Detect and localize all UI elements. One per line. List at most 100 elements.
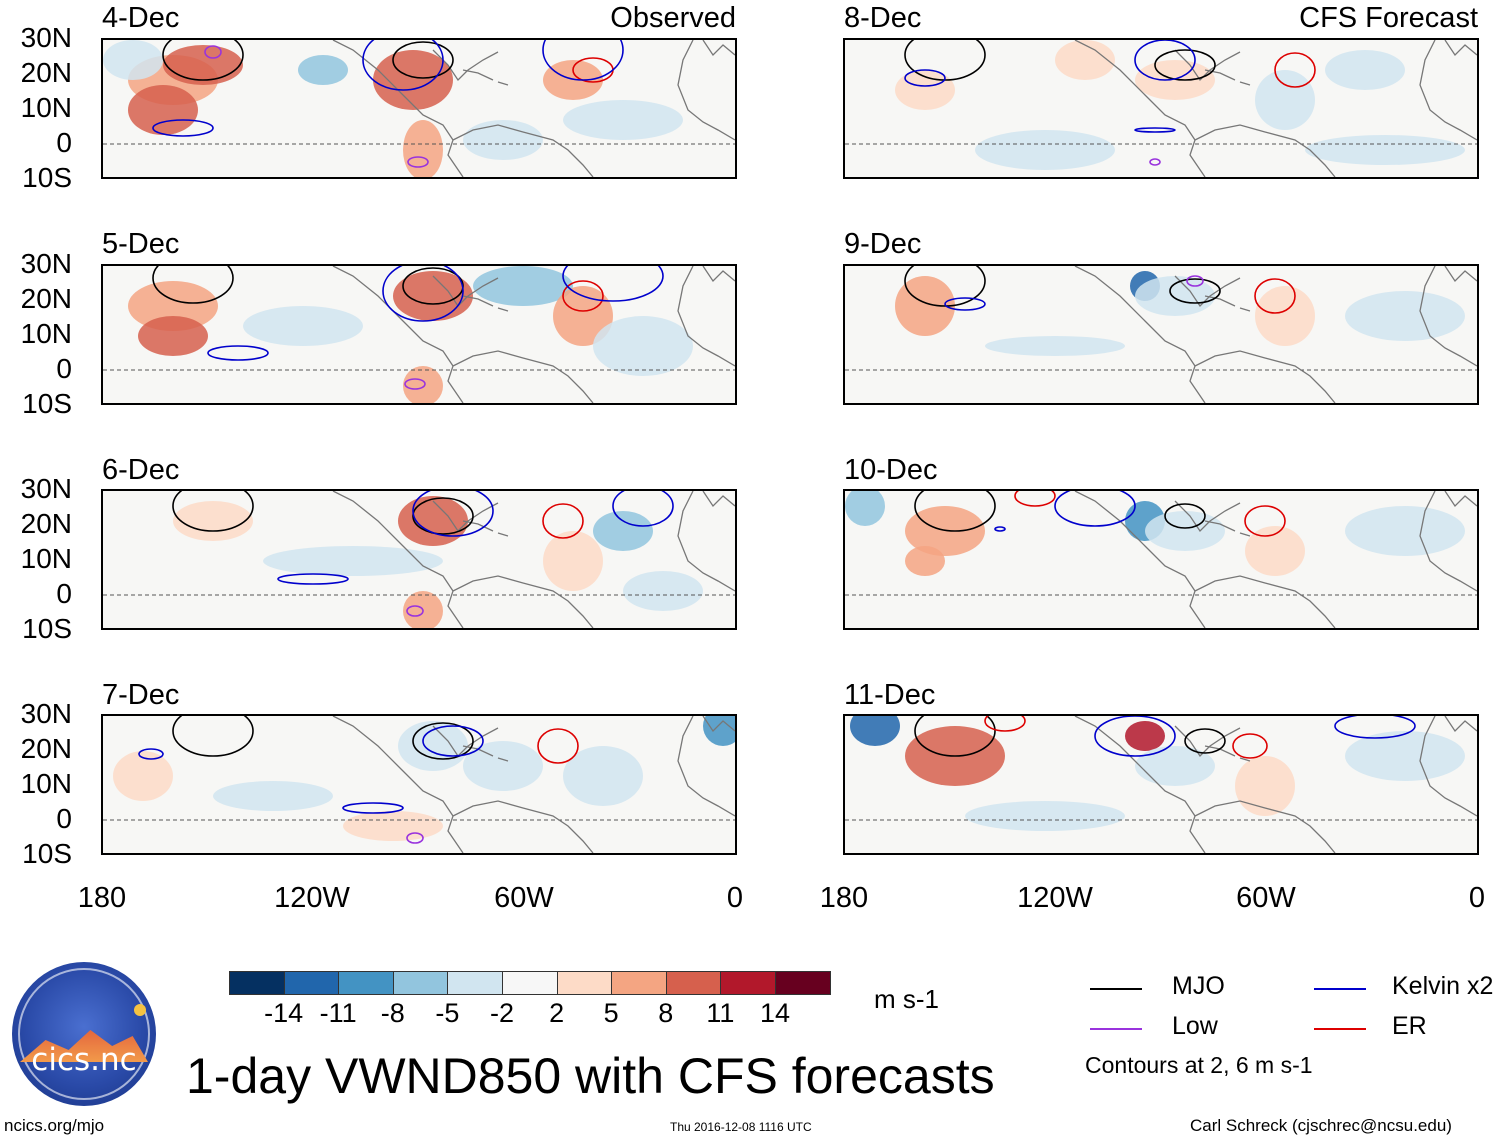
er-contour	[537, 728, 579, 764]
lat-label: 30N	[20, 248, 72, 279]
lon-label-0-left: 0	[726, 882, 744, 914]
wind-anomaly-shading	[173, 501, 253, 541]
low-contour	[407, 156, 429, 168]
kelvin-contour	[362, 40, 444, 91]
kelvin-contour	[904, 69, 946, 87]
legend-low-label: Low	[1172, 1012, 1218, 1040]
wind-anomaly-shading	[1245, 526, 1305, 576]
panel-date-10-dec: 10-Dec	[844, 454, 938, 486]
legend-er-line	[1314, 1028, 1366, 1030]
panel-date-8-dec: 8-Dec	[844, 2, 922, 34]
colorbar-tick-label: -8	[380, 998, 405, 1028]
wind-anomaly-shading	[113, 751, 173, 801]
lon-label-180-right: 180	[819, 882, 869, 914]
wind-anomaly-shading	[398, 721, 468, 771]
map-panel-5-dec	[101, 264, 737, 405]
map-panel-11-dec	[843, 714, 1479, 855]
low-contour	[204, 45, 222, 59]
kelvin-contour	[1094, 716, 1176, 757]
map-svg	[103, 716, 735, 853]
kelvin-contour	[207, 345, 269, 361]
sun-icon	[134, 1004, 146, 1016]
kelvin-contour	[1134, 40, 1196, 81]
coastline	[332, 491, 735, 628]
colorbar-swatch	[392, 971, 449, 995]
wind-anomaly-shading	[463, 741, 543, 791]
wind-anomaly-shading	[623, 571, 703, 611]
colorbar-tick-label: 2	[549, 998, 565, 1028]
wind-anomaly-shading	[593, 511, 653, 551]
panel-date-7-dec: 7-Dec	[102, 679, 180, 711]
coastline	[1074, 491, 1477, 628]
map-panel-6-dec	[101, 489, 737, 630]
wind-anomaly-shading	[103, 40, 163, 80]
lat-label: 30N	[20, 473, 72, 504]
wind-anomaly-shading	[1345, 291, 1465, 341]
cics-logo: cics.nc	[12, 962, 156, 1106]
wind-anomaly-shading	[373, 50, 453, 110]
wind-anomaly-shading	[553, 286, 613, 346]
map-svg	[845, 266, 1477, 403]
lat-label: 10N	[20, 92, 72, 123]
kelvin-contour	[138, 748, 164, 760]
er-contour	[542, 503, 584, 539]
lat-label: 0	[56, 578, 72, 609]
wind-anomaly-shading	[543, 60, 603, 100]
colorbar-swatch	[502, 971, 558, 995]
kelvin-contour	[542, 40, 624, 81]
wind-anomaly-shading	[1255, 70, 1315, 130]
lat-label: 30N	[20, 22, 72, 53]
wind-anomaly-shading	[905, 546, 945, 576]
wind-anomaly-shading	[398, 496, 468, 546]
coastline	[332, 40, 735, 177]
lat-label: 20N	[20, 733, 72, 764]
lat-label: 20N	[20, 57, 72, 88]
mjo-contour	[172, 716, 254, 757]
wind-anomaly-shading	[985, 336, 1125, 356]
panel-date-11-dec: 11-Dec	[844, 679, 936, 711]
legend-mjo-line	[1090, 988, 1142, 990]
wind-anomaly-shading	[1125, 721, 1165, 751]
wind-anomaly-shading	[1145, 511, 1225, 551]
colorbar-tick-label: -5	[435, 998, 460, 1028]
lat-label: 0	[56, 127, 72, 158]
low-contour	[1186, 275, 1204, 287]
wind-anomaly-shading	[1325, 50, 1405, 90]
er-contour	[1244, 505, 1286, 537]
wind-anomaly-shading	[1255, 286, 1315, 346]
colorbar-swatch	[611, 971, 667, 995]
colorbar-tick-label: -11	[319, 998, 357, 1028]
kelvin-contour	[342, 802, 404, 814]
cfs-forecast-label: CFS Forecast	[1299, 2, 1478, 34]
wind-anomaly-shading	[1345, 506, 1465, 556]
footer-url: ncics.org/mjo	[4, 1116, 105, 1135]
colorbar-tick-label: -2	[489, 998, 515, 1028]
mjo-contour	[412, 722, 474, 760]
wind-anomaly-shading	[965, 801, 1125, 831]
footer-timestamp: Thu 2016-12-08 1116 UTC	[670, 1120, 812, 1134]
mjo-contour	[1164, 503, 1206, 529]
map-panel-4-dec	[101, 38, 737, 179]
coastline	[332, 266, 735, 403]
colorbar-tick-label: 5	[603, 998, 619, 1028]
colorbar-swatch	[665, 971, 722, 995]
low-contour	[1149, 158, 1161, 166]
kelvin-contour	[562, 266, 664, 302]
wind-anomaly-shading	[128, 85, 198, 135]
lat-label: 30N	[20, 698, 72, 729]
kelvin-contour	[382, 266, 464, 322]
wind-anomaly-shading	[298, 55, 348, 85]
panel-date-5-dec: 5-Dec	[102, 228, 180, 260]
low-contour	[404, 378, 426, 390]
colorbar-tick-label: 8	[658, 998, 674, 1028]
wind-anomaly-shading	[243, 306, 363, 346]
mjo-contour	[914, 716, 996, 757]
wind-anomaly-shading	[563, 100, 683, 140]
panel-date-4-dec: 4-Dec	[102, 2, 180, 34]
wind-anomaly-shading	[1055, 40, 1115, 80]
coastline	[1074, 40, 1477, 177]
lat-label: 10S	[22, 613, 72, 644]
map-svg	[103, 266, 735, 403]
mjo-contour	[1184, 728, 1226, 754]
wind-anomaly-shading	[845, 491, 885, 526]
